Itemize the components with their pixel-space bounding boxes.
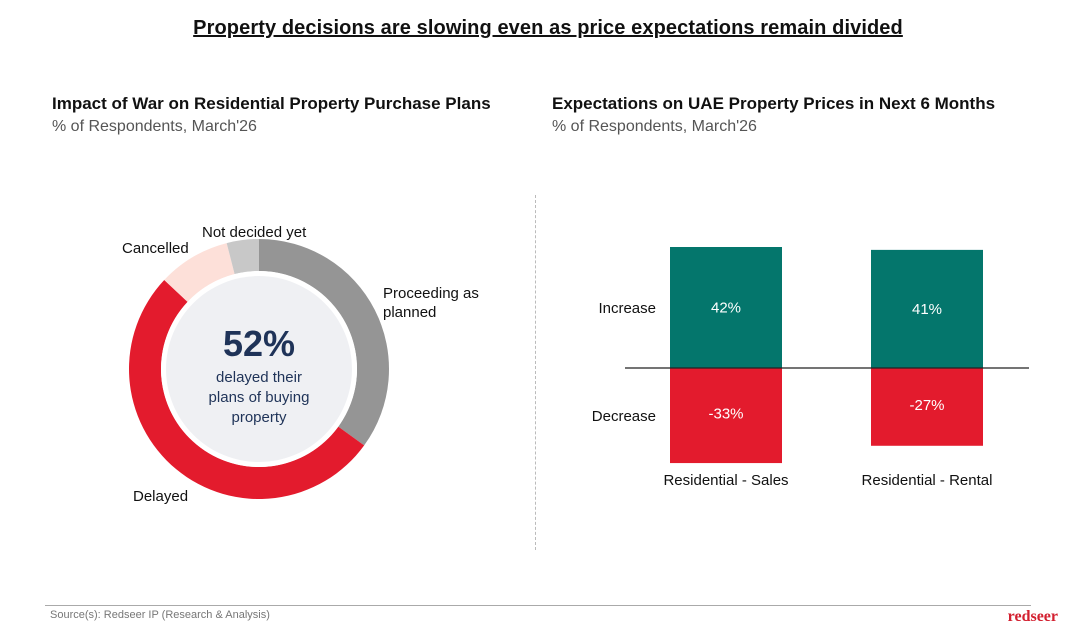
donut-center-text: delayed their plans of buying property bbox=[209, 369, 310, 426]
series-label-increase: Increase bbox=[598, 300, 656, 317]
bar-decrease-label: -27% bbox=[909, 397, 944, 414]
donut-center bbox=[166, 276, 352, 462]
series-label-decrease: Decrease bbox=[592, 408, 656, 425]
donut-slice-delayed bbox=[128, 280, 365, 500]
bar-increase bbox=[871, 249, 983, 368]
bar-chart-title: Expectations on UAE Property Prices in N… bbox=[552, 94, 996, 113]
donut-chart: Proceeding as planned Delayed Cancelled Not … bbox=[122, 224, 479, 505]
source-note: Source(s): Redseer IP (Research & Analys… bbox=[50, 609, 270, 621]
section-divider bbox=[535, 195, 536, 550]
footer-divider bbox=[45, 605, 1031, 606]
donut-center-value: 52% bbox=[223, 323, 295, 364]
bar-increase-label: 42% bbox=[711, 300, 741, 317]
category-label: Residential - Rental bbox=[862, 472, 993, 489]
bar-chart: 42% -33% Residential - Sales 41% -27% Residen… bbox=[592, 247, 1029, 489]
bar-decrease-label: -33% bbox=[708, 406, 743, 423]
donut-label-cancelled: Cancelled bbox=[122, 240, 189, 257]
bar-increase-label: 41% bbox=[912, 301, 942, 318]
donut-label-delayed: Delayed bbox=[133, 488, 188, 505]
brand-logo: redseer bbox=[1007, 608, 1058, 625]
category-label: Residential - Sales bbox=[663, 472, 788, 489]
donut-slice-proceeding-as-planned bbox=[259, 239, 389, 446]
donut-label-proceeding-as-planned: Proceeding as planned bbox=[383, 285, 479, 321]
donut-slice-not-decided-yet bbox=[226, 239, 259, 275]
donut-slice-cancelled bbox=[164, 243, 235, 302]
donut-chart-subtitle: % of Respondents, March'26 bbox=[52, 118, 257, 135]
bar-chart-subtitle: % of Respondents, March'26 bbox=[552, 118, 757, 135]
bar-decrease bbox=[871, 368, 983, 446]
bar-increase bbox=[670, 247, 782, 368]
page-title: Property decisions are slowing even as p… bbox=[193, 17, 903, 39]
bar-decrease bbox=[670, 368, 782, 464]
donut-chart-title: Impact of War on Residential Property Pu… bbox=[52, 94, 491, 113]
donut-label-not-decided-yet: Not decided yet bbox=[202, 224, 307, 241]
